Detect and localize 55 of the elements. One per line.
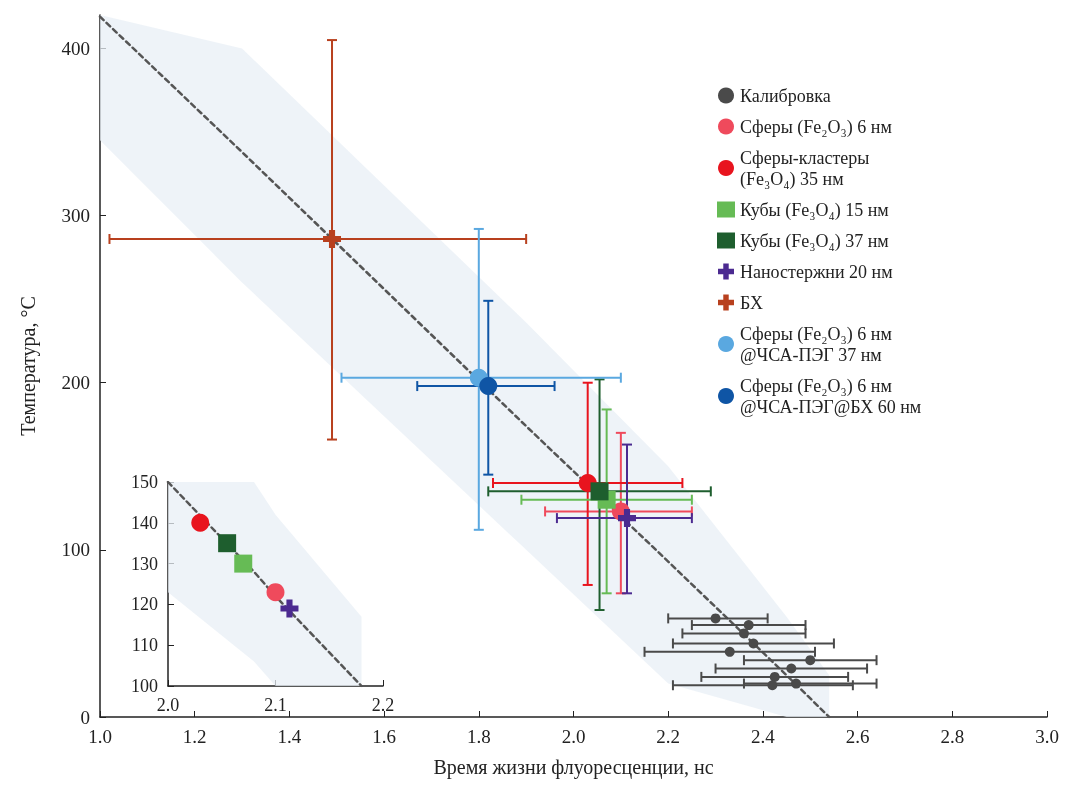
legend-label: БХ [740,292,763,313]
point [748,638,759,649]
point [590,482,609,501]
point [191,513,210,532]
point [805,655,816,666]
y-tick-label: 150 [131,472,158,492]
x-tick-label: 2.8 [940,726,965,747]
y-axis-title: Температура, °C [17,296,40,436]
point [738,628,749,639]
point [743,620,754,631]
y-tick-label: 300 [61,205,90,227]
y-tick-label: 120 [131,594,158,615]
legend-label: Калибровка [740,85,831,106]
x-tick-label: 2.0 [156,695,180,715]
x-tick-label: 1.2 [182,726,207,747]
legend-label: Сферы (Fe₂O₃) 6 нм @ЧСА-ПЭГ 37 нм [740,323,892,365]
x-tick-label: 2.0 [561,726,586,747]
point [710,613,721,624]
y-tick-label: 100 [131,676,158,696]
y-tick-label: 200 [61,372,90,394]
x-tick-label: 1.6 [372,726,396,747]
point [266,583,285,602]
point [791,678,802,689]
legend-label: Сферы-кластеры (Fe₃O₄) 35 нм [740,147,870,190]
legend-label: Кубы (Fe₃O₄) 15 нм [740,199,889,221]
point [234,554,253,573]
y-tick-label: 100 [61,539,90,561]
point [218,534,237,553]
x-tick-label: 2.1 [264,695,287,715]
point [769,671,780,682]
x-tick-label: 2.2 [656,726,681,747]
legend-label: Сферы (Fe₂O₃) 6 нм @ЧСА-ПЭГ@БХ 60 нм [740,375,922,417]
point [323,229,342,248]
x-axis-title: Время жизни флуоресценции, нс [433,756,714,779]
y-tick-label: 140 [131,512,158,533]
x-tick-label: 1.4 [277,726,302,747]
y-tick-label: 110 [131,635,158,656]
legend-label: Кубы (Fe₃O₄) 37 нм [740,230,889,252]
legend-label: Сферы (Fe₂O₃) 6 нм [740,116,892,138]
legend-label: Наностержни 20 нм [740,261,893,282]
y-tick-label: 0 [80,706,90,728]
x-tick-label: 1.8 [466,726,491,747]
x-tick-label: 1.0 [88,726,112,747]
point [786,663,797,674]
point [618,509,637,528]
point [280,599,299,618]
x-tick-label: 2.2 [371,695,395,715]
point [767,680,778,691]
point [479,377,498,396]
y-tick-label: 130 [131,553,158,574]
point [724,646,735,657]
y-tick-label: 400 [61,37,90,59]
x-tick-label: 3.0 [1035,726,1059,747]
x-tick-label: 2.4 [751,726,776,747]
x-tick-label: 2.6 [845,726,870,747]
